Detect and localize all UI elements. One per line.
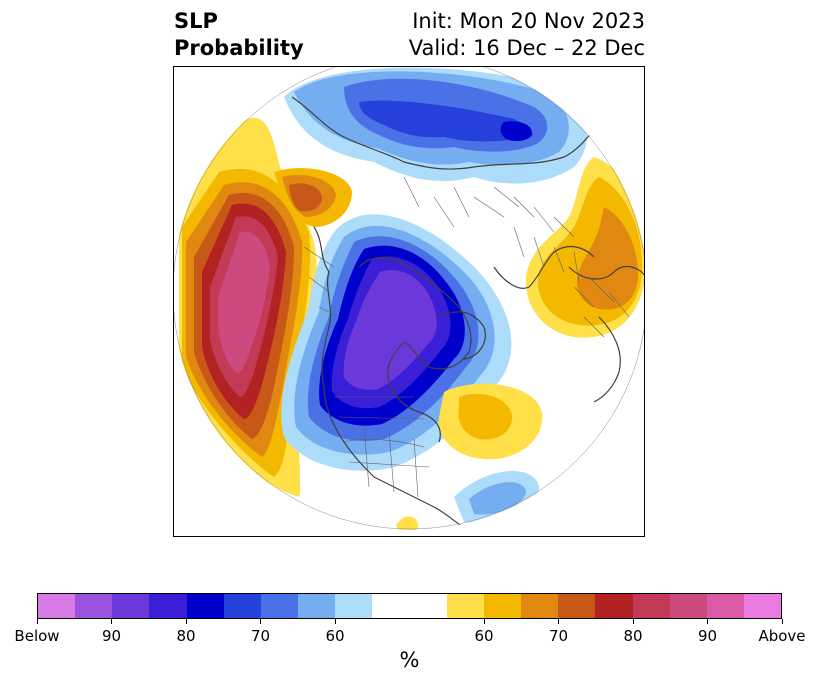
subtropical-below-anomaly [454, 470, 539, 523]
colorbar-tick-mark [483, 619, 485, 624]
colorbar-swatch [260, 594, 299, 618]
pacific-above-anomaly [179, 117, 317, 497]
colorbar-tick-label: 90 [101, 627, 122, 645]
probability-map [173, 66, 645, 537]
colorbar-swatch [186, 594, 224, 618]
map-title-right: Init: Mon 20 Nov 2023 Valid: 16 Dec – 22… [409, 8, 645, 62]
colorbar [37, 593, 782, 619]
map-canvas [174, 67, 644, 530]
valid-label: Valid: 16 Dec – 22 Dec [408, 36, 645, 60]
colorbar-tick-mark [707, 619, 708, 624]
colorbar-swatch [483, 594, 522, 618]
colorbar-swatch [595, 594, 633, 618]
colorbar-swatch [669, 594, 707, 618]
colorbar-tick-mark [111, 619, 112, 624]
colorbar-swatch [112, 594, 150, 618]
colorbar-swatch [521, 594, 559, 618]
colorbar-swatch [38, 594, 76, 618]
init-label: Init: Mon 20 Nov 2023 [412, 9, 645, 33]
colorbar-swatch [706, 594, 744, 618]
colorbar-tick-mark [36, 619, 38, 624]
colorbar-swatch [743, 594, 782, 618]
colorbar-tick-label: 70 [250, 627, 271, 645]
colorbar-tick-mark [260, 619, 261, 624]
colorbar-swatch [409, 594, 447, 618]
europe-above-anomaly [525, 157, 644, 338]
colorbar-tick-label: 60 [325, 627, 345, 645]
product-label: Probability [174, 36, 304, 60]
map-title-left: SLP Probability [174, 8, 304, 62]
colorbar-tick-mark [781, 619, 783, 624]
atlantic-above-anomaly [438, 383, 543, 460]
colorbar-tick-label: 80 [623, 627, 643, 645]
colorbar-unit-label: % [399, 648, 420, 672]
colorbar-swatch [75, 594, 113, 618]
colorbar-tick-label: Below [14, 627, 60, 645]
colorbar-tick-mark [632, 619, 634, 624]
colorbar-tick-mark [334, 619, 336, 624]
siberia-below-anomaly [284, 67, 588, 184]
colorbar-tick-label: 90 [697, 627, 718, 645]
variable-label: SLP [174, 9, 218, 33]
colorbar-tick-mark [185, 619, 187, 624]
colorbar-swatch [632, 594, 670, 618]
colorbar-swatch [223, 594, 261, 618]
colorbar-swatch [298, 594, 336, 618]
colorbar-tick-labels: Below 90 80 70 60 60 70 80 90 Above [0, 627, 819, 647]
colorbar-tick-label: 80 [176, 627, 196, 645]
colorbar-tick-mark [558, 619, 559, 624]
colorbar-swatch [335, 594, 373, 618]
colorbar-swatch [372, 594, 410, 618]
colorbar-tick-label: Above [758, 627, 806, 645]
colorbar-tick-label: 70 [548, 627, 569, 645]
colorbar-tick-label: 60 [474, 627, 494, 645]
colorbar-swatch [446, 594, 484, 618]
colorbar-swatch [149, 594, 187, 618]
colorbar-swatch [558, 594, 596, 618]
